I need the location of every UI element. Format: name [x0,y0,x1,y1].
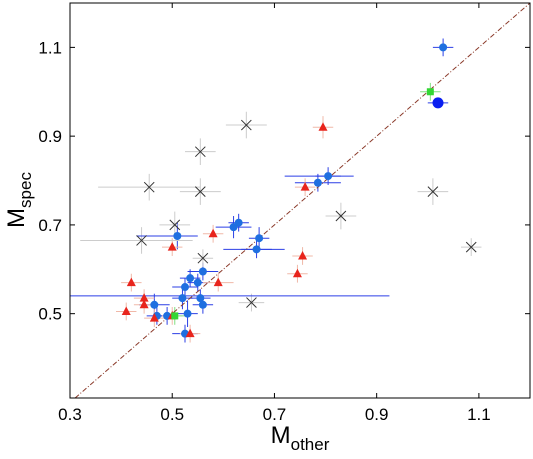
y-tick-label: 0.7 [38,216,62,235]
data-point-circle [439,43,448,52]
errorbars-layer [70,38,482,343]
data-point-circle [198,300,207,309]
data-point-triangle [167,242,177,251]
data-point-triangle [139,299,149,309]
y-tick-label: 0.5 [38,305,62,324]
y-tick-label: 1.1 [38,38,62,57]
data-point-circle [181,283,189,292]
x-tick-label: 0.7 [263,405,287,424]
y-axis-title-subscript: spec [16,172,35,208]
data-point-square [426,88,434,96]
data-point-triangle [318,122,328,131]
points-layer [121,43,477,338]
data-point-circle [186,274,195,283]
data-point-cross [335,210,347,222]
y-tick-label: 0.9 [38,127,62,146]
data-point-circle [198,267,207,276]
data-point-circle [178,294,187,303]
data-point-cross [197,252,209,264]
x-tick-label: 0.3 [58,405,82,424]
x-axis-title-subscript: other [291,435,330,454]
data-point-triangle [292,268,302,278]
data-point-circle [324,172,333,181]
data-point-cross [465,241,477,253]
x-tick-label: 0.5 [160,405,184,424]
reference-line-layer [74,2,531,399]
data-point-circle [183,309,192,318]
data-point-triangle [213,277,223,287]
data-point-triangle [185,328,195,338]
data-point-circle [255,234,264,243]
data-point-triangle [208,228,218,238]
x-axis-title: Mother [271,422,330,454]
data-point-triangle [139,293,149,302]
data-point-cross [143,181,155,193]
plot-frame [69,2,531,399]
data-point-cross [246,297,257,308]
y-axis-label: Mspec [3,172,35,228]
data-point-circle [313,178,322,187]
data-point-cross [194,146,206,158]
y-axis-title: Mspec [3,172,35,228]
tick-labels-layer: 0.3 0.5 0.7 0.9 1.1 0.5 0.7 0.9 1.1 [38,38,490,424]
data-point-cross [240,119,252,131]
data-point-triangle [126,277,136,287]
reference-line [74,2,531,399]
data-point-triangle [149,313,159,322]
data-point-cross [169,219,181,231]
x-axis-label: Mother [271,422,330,454]
data-point-circle [196,294,205,303]
data-point-cross [136,235,147,246]
x-tick-label: 1.1 [467,405,491,424]
data-point-circle [234,218,243,227]
x-tick-label: 0.9 [365,405,389,424]
data-point-circle-large [432,97,444,109]
data-point-triangle [300,182,310,191]
data-point-triangle [298,250,308,260]
data-point-cross [427,186,439,197]
data-point-triangle [121,306,131,315]
data-point-circle [173,232,182,241]
data-point-square [171,312,179,320]
data-point-circle [150,300,159,309]
ticks-layer [69,3,530,398]
data-point-circle [252,245,261,254]
data-point-cross [194,186,206,197]
data-point-circle [193,278,202,287]
